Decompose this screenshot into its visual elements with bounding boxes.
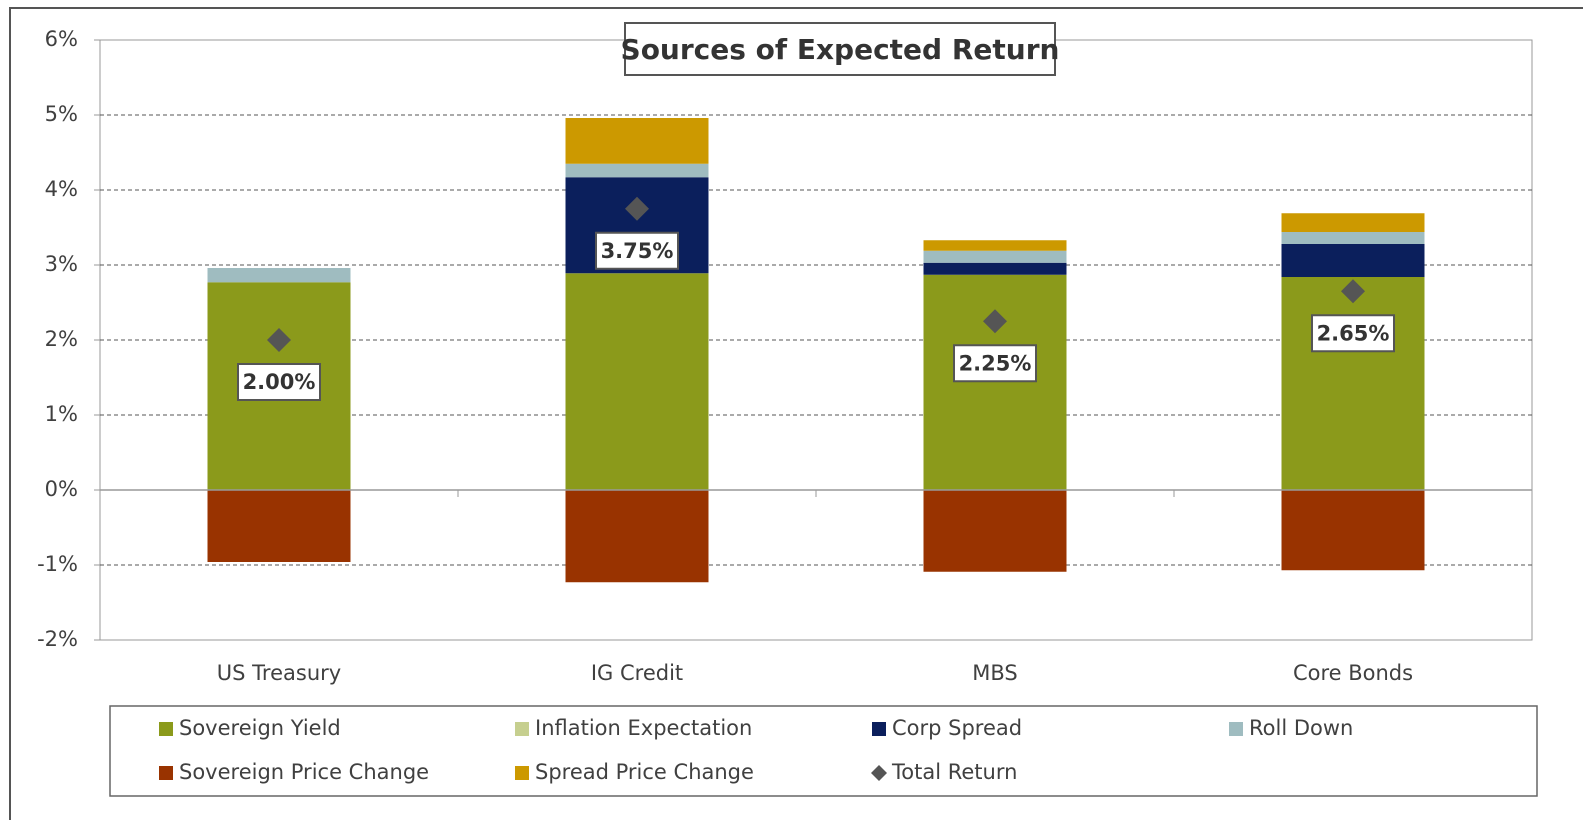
bar-segment [565,118,709,164]
bar-segment [565,273,709,490]
legend-label: Spread Price Change [535,760,754,784]
legend-swatch [515,766,529,780]
legend-swatch [872,722,886,736]
total-marker [625,196,649,221]
value-label-box [595,231,679,270]
bar-segment [207,490,351,562]
y-tick-label: 6% [45,27,78,51]
legend-swatch [159,766,173,780]
bar-segment [1281,490,1425,571]
bar-segment [1281,232,1425,244]
value-label: 2.25% [959,351,1032,375]
bar-segment [923,262,1067,275]
value-label-box [953,344,1037,383]
value-label: 3.75% [601,239,674,263]
value-label: 2.00% [243,370,316,394]
total-marker [983,309,1007,334]
y-tick-label: 3% [45,252,78,276]
bar-segment [923,490,1067,572]
y-tick-label: 0% [45,477,78,501]
legend-swatch [871,765,887,781]
y-tick-label: 1% [45,402,78,426]
y-tick-label: 5% [45,102,78,126]
y-tick-label: -2% [37,627,78,651]
value-label: 2.65% [1317,321,1390,345]
chart-title: Sources of Expected Return [621,33,1060,66]
legend-label: Inflation Expectation [535,716,752,740]
legend-swatch [1229,722,1243,736]
legend-box [109,705,1538,797]
bar-segment [565,163,709,178]
x-tick-label: Core Bonds [1293,661,1413,685]
total-marker [1341,279,1365,304]
y-tick-label: 4% [45,177,78,201]
value-label-box [237,363,321,401]
bar-segment [1281,213,1425,232]
y-tick-label: -1% [37,552,78,576]
x-tick-label: MBS [972,661,1018,685]
plot: -2% -1% 0% 1% 2% 3% 4% 5% 6% US Treasury IG Credit… [37,27,1533,685]
x-tick-label: US Treasury [217,661,341,685]
legend-label: Sovereign Price Change [179,760,429,784]
bar-segment [923,274,1067,490]
legend-label: Total Return [891,760,1017,784]
total-marker [267,328,291,352]
legend-label: Roll Down [1249,716,1353,740]
x-tick-label: IG Credit [591,661,683,685]
frame [9,7,1583,820]
y-tick-label: 2% [45,327,78,351]
bar-segment [207,268,351,283]
bar-segment [1281,244,1425,277]
bar-segment [565,490,709,583]
legend-label: Corp Spread [892,716,1022,740]
legend-label: Sovereign Yield [179,716,341,740]
legend-swatch [159,722,173,736]
legend-swatch [515,722,529,736]
bar-segment [923,240,1067,251]
title-box [624,22,1056,76]
bar-segment [923,250,1067,263]
value-label-box [1311,314,1395,353]
bar-segment [1281,277,1425,490]
